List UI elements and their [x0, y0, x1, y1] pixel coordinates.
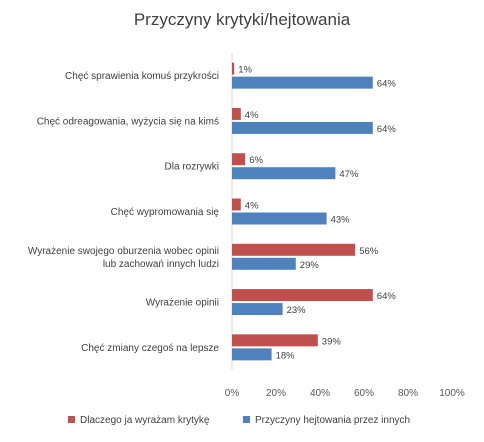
x-tick-label: 100%	[439, 388, 465, 399]
x-tick-label: 0%	[225, 388, 240, 399]
data-label: 39%	[322, 336, 342, 347]
bar-others-hate	[232, 303, 283, 316]
data-label: 29%	[300, 260, 320, 271]
category-label: Wyrażenie swojego oburzenia wobec opinii	[28, 246, 219, 257]
legend-swatch	[68, 416, 75, 423]
data-label: 47%	[339, 169, 359, 180]
bar-own-criticism	[232, 198, 241, 211]
bar-others-hate	[232, 257, 296, 270]
bar-others-hate	[232, 167, 336, 180]
x-tick-label: 20%	[266, 388, 286, 399]
category-label: Dla rozrywki	[165, 162, 219, 173]
data-label: 64%	[377, 79, 397, 90]
x-tick-label: 80%	[398, 388, 418, 399]
bar-others-hate	[232, 212, 327, 225]
data-label: 56%	[359, 246, 379, 257]
bar-others-hate	[232, 76, 373, 89]
category-label: Chęć sprawienia komuś przykrości	[65, 71, 219, 82]
category-label: Chęć zmiany czegoś na lepsze	[81, 343, 219, 354]
data-label: 64%	[377, 291, 397, 302]
category-label: Chęć wypromowania się	[111, 207, 220, 218]
x-tick-label: 60%	[354, 388, 374, 399]
category-label: Wyrażenie opinii	[146, 298, 219, 309]
bar-others-hate	[232, 348, 272, 361]
data-label: 64%	[377, 124, 397, 135]
data-label: 1%	[238, 65, 252, 76]
legend-label: Dlaczego ja wyrażam krytykę	[80, 415, 210, 426]
data-label: 6%	[249, 155, 263, 166]
bar-own-criticism	[232, 62, 235, 75]
data-label: 4%	[245, 110, 259, 121]
chart-title: Przyczyny krytyki/hejtowania	[133, 10, 351, 29]
bar-others-hate	[232, 121, 373, 134]
bar-own-criticism	[232, 107, 241, 120]
legend-label: Przyczyny hejtowania przez innych	[255, 415, 410, 426]
bar-own-criticism	[232, 153, 246, 166]
legend-swatch	[243, 416, 250, 423]
bar-own-criticism	[232, 243, 356, 256]
x-tick-label: 40%	[310, 388, 330, 399]
category-label: Chęć odreagowania, wyżycia się na kimś	[37, 116, 219, 127]
data-label: 43%	[331, 215, 351, 226]
category-label: lub zachowań innych ludzi	[103, 259, 219, 270]
data-label: 23%	[287, 305, 307, 316]
data-label: 4%	[245, 201, 259, 212]
bar-own-criticism	[232, 289, 373, 302]
bar-own-criticism	[232, 334, 318, 347]
data-label: 18%	[276, 350, 296, 361]
